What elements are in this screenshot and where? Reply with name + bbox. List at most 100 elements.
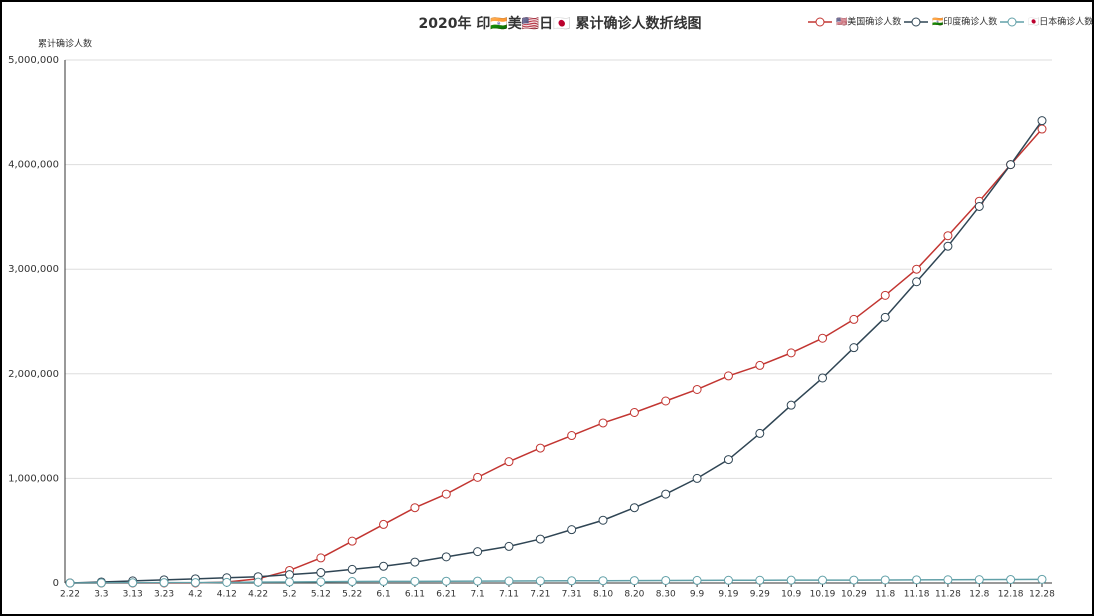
point <box>535 576 545 586</box>
y-tick-label: 3,000,000 <box>8 264 59 275</box>
x-tick-label: 12.18 <box>998 590 1024 600</box>
point <box>755 428 765 438</box>
point <box>347 577 357 587</box>
x-tick-label: 10.19 <box>810 590 836 600</box>
y-tick-label: 2,000,000 <box>8 369 59 380</box>
point <box>629 576 639 586</box>
point <box>661 396 671 406</box>
point <box>1037 574 1047 584</box>
point <box>190 578 200 588</box>
x-tick-label: 5.12 <box>311 590 331 600</box>
x-tick-label: 7.11 <box>499 590 519 600</box>
point <box>692 575 702 585</box>
point <box>661 575 671 585</box>
point <box>880 312 890 322</box>
point <box>379 576 389 586</box>
legend-label: 🇮🇳印度确诊人数 <box>932 16 997 28</box>
point <box>535 443 545 453</box>
x-tick-label: 11.18 <box>904 590 930 600</box>
point <box>473 472 483 482</box>
x-tick-label: 6.21 <box>436 590 456 600</box>
point <box>316 553 326 563</box>
x-tick-label: 7.21 <box>530 590 550 600</box>
point <box>222 577 232 587</box>
point <box>912 264 922 274</box>
point <box>849 343 859 353</box>
x-tick-label: 3.23 <box>154 590 174 600</box>
x-tick-label: 8.30 <box>656 590 676 600</box>
series-line <box>69 120 1043 584</box>
legend-marker <box>1007 17 1017 27</box>
point <box>535 534 545 544</box>
point <box>880 290 890 300</box>
series-line <box>70 128 1043 584</box>
point <box>1037 116 1047 126</box>
point <box>943 575 953 585</box>
y-tick-label: 5,000,000 <box>8 55 59 66</box>
point <box>567 576 577 586</box>
point <box>504 576 514 586</box>
point <box>849 314 859 324</box>
point <box>441 576 451 586</box>
x-tick-label: 5.22 <box>342 590 362 600</box>
y-tick-label: 0 <box>53 578 59 589</box>
x-tick-label: 4.2 <box>188 590 202 600</box>
point <box>755 575 765 585</box>
point <box>441 489 451 499</box>
point <box>1006 575 1016 585</box>
point <box>1006 160 1016 170</box>
point <box>379 561 389 571</box>
x-tick-label: 12.8 <box>969 590 989 600</box>
point <box>912 277 922 287</box>
x-tick-label: 8.10 <box>593 590 613 600</box>
x-tick-label: 4.22 <box>248 590 268 600</box>
point <box>661 489 671 499</box>
point <box>159 578 169 588</box>
legend-marker <box>911 17 921 27</box>
point <box>316 577 326 587</box>
y-tick-label: 1,000,000 <box>8 473 59 484</box>
point <box>974 201 984 211</box>
x-tick-label: 2.22 <box>60 590 80 600</box>
point <box>598 418 608 428</box>
point <box>786 348 796 358</box>
point <box>818 575 828 585</box>
x-tick-label: 11.8 <box>875 590 895 600</box>
point <box>379 519 389 529</box>
x-tick-label: 8.20 <box>624 590 644 600</box>
point <box>755 360 765 370</box>
point <box>473 547 483 557</box>
point <box>410 503 420 513</box>
point <box>96 578 106 588</box>
point <box>786 400 796 410</box>
point <box>818 333 828 343</box>
point <box>567 525 577 535</box>
x-tick-label: 5.2 <box>282 590 296 600</box>
point <box>692 384 702 394</box>
x-tick-label: 3.13 <box>123 590 143 600</box>
point <box>723 455 733 465</box>
point <box>723 575 733 585</box>
y-tick-label: 4,000,000 <box>8 160 59 171</box>
x-tick-label: 11.28 <box>935 590 961 600</box>
point <box>567 431 577 441</box>
x-tick-label: 10.9 <box>781 590 801 600</box>
point <box>598 515 608 525</box>
point <box>316 568 326 578</box>
legend-marker <box>815 17 825 27</box>
point <box>818 373 828 383</box>
point <box>473 576 483 586</box>
series-line <box>69 578 1043 584</box>
x-tick-label: 7.31 <box>562 590 582 600</box>
point <box>504 457 514 467</box>
point <box>943 231 953 241</box>
point <box>786 575 796 585</box>
point <box>629 408 639 418</box>
x-tick-label: 7.1 <box>470 590 484 600</box>
point <box>692 473 702 483</box>
x-tick-label: 6.1 <box>376 590 390 600</box>
point <box>598 576 608 586</box>
